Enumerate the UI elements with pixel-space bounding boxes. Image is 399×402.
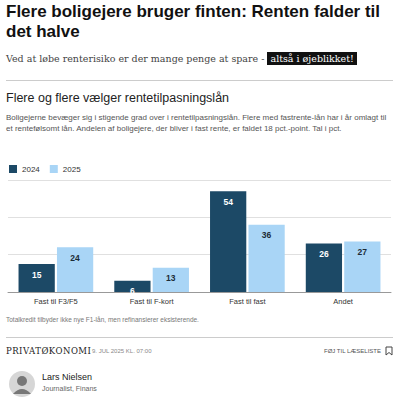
svg-text:6: 6 [130,286,135,296]
html-text:Flere og flere vælger rentetil: Flere og flere vælger rentetilpasningslå… [6,91,229,105]
svg-text:2025: 2025 [63,165,81,174]
html-text:Flere boligejere bruger finten: Flere boligejere bruger finten: Renten f… [6,2,381,41]
svg-text:27: 27 [358,247,368,257]
svg-text:13: 13 [166,273,176,283]
svg-text:54: 54 [223,197,233,207]
svg-text:Fast til F-kort: Fast til F-kort [130,297,175,306]
svg-text:15: 15 [32,270,42,280]
html-text:FØJ TIL LÆSELISTE: FØJ TIL LÆSELISTE [324,348,381,354]
svg-text:26: 26 [319,249,329,259]
html-text:Ved at løbe renterisiko er der: Ved at løbe renterisiko er der mange pen… [6,53,265,64]
html-text:Totalkredit tilbyder ikke nye: Totalkredit tilbyder ikke nye F1-lån, me… [6,316,199,323]
html-text:altså i øjeblikket!: altså i øjeblikket! [270,53,354,64]
svg-text:2024: 2024 [22,165,40,174]
svg-text:24: 24 [70,253,80,263]
html-text:Lars Nielsen: Lars Nielsen [42,372,92,382]
svg-text:Fast til fast: Fast til fast [229,297,266,306]
svg-text:Andet: Andet [333,297,354,306]
svg-text:36: 36 [262,230,272,240]
svg-text:Fast til F3/F5: Fast til F3/F5 [34,297,78,306]
html-text:Journalist, Finans: Journalist, Finans [42,385,97,392]
html-text:Boligejerne bevæger sig i stig: Boligejerne bevæger sig i stigende grad … [6,113,387,133]
html-text:PRIVATØKONOMI9. JUL 2025 KL. 0: PRIVATØKONOMI9. JUL 2025 KL. 07:00 [6,346,152,356]
